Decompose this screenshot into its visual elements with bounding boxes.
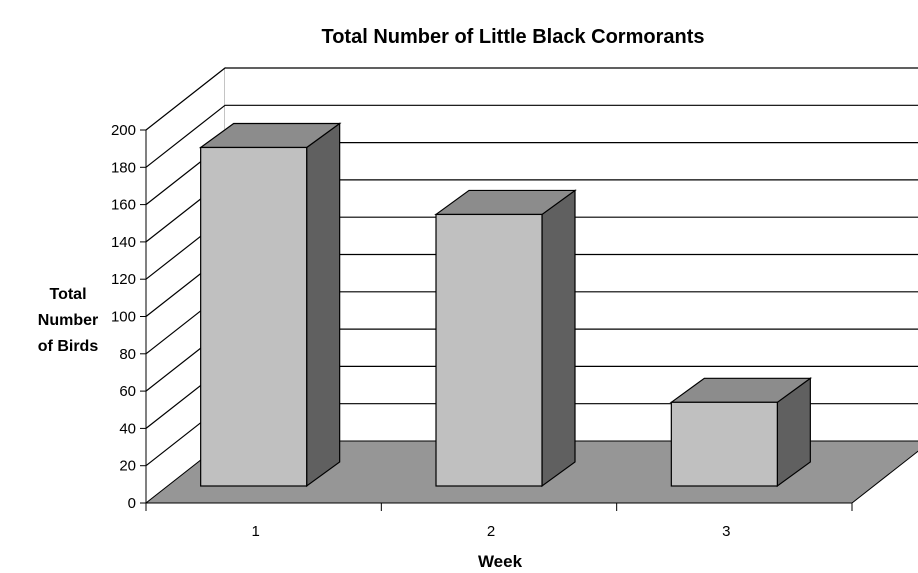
x-tick-label: 2 <box>487 523 495 540</box>
bar <box>435 213 543 487</box>
y-tick-label: 140 <box>111 234 136 251</box>
y-tick-label: 0 <box>128 495 136 512</box>
gridline <box>145 67 918 131</box>
bar-side <box>541 189 576 488</box>
y-tick-label: 80 <box>119 346 136 363</box>
y-tick-label: 100 <box>111 309 136 326</box>
x-tick-label: 3 <box>722 523 730 540</box>
y-tick-label: 40 <box>119 420 136 437</box>
chart-title: Total Number of Little Black Cormorants <box>321 26 705 48</box>
bar <box>200 146 308 487</box>
gridline <box>145 104 918 168</box>
y-axis-label-line-1: Total <box>49 286 87 303</box>
y-axis-label: Total Number of Birds <box>14 282 122 360</box>
bar-side <box>306 122 341 488</box>
y-tick-label: 180 <box>111 159 136 176</box>
y-tick-label: 120 <box>111 271 136 288</box>
y-axis-label-line-3: of Birds <box>37 338 99 355</box>
x-axis-label: Week <box>477 552 523 571</box>
y-tick-label: 200 <box>111 122 136 139</box>
y-axis-label-line-2: Number <box>37 312 99 329</box>
y-tick-label: 60 <box>119 383 136 400</box>
bar <box>670 401 778 487</box>
x-tick-label: 1 <box>251 523 259 540</box>
y-tick-label: 20 <box>119 458 136 475</box>
y-tick-label: 160 <box>111 197 136 214</box>
